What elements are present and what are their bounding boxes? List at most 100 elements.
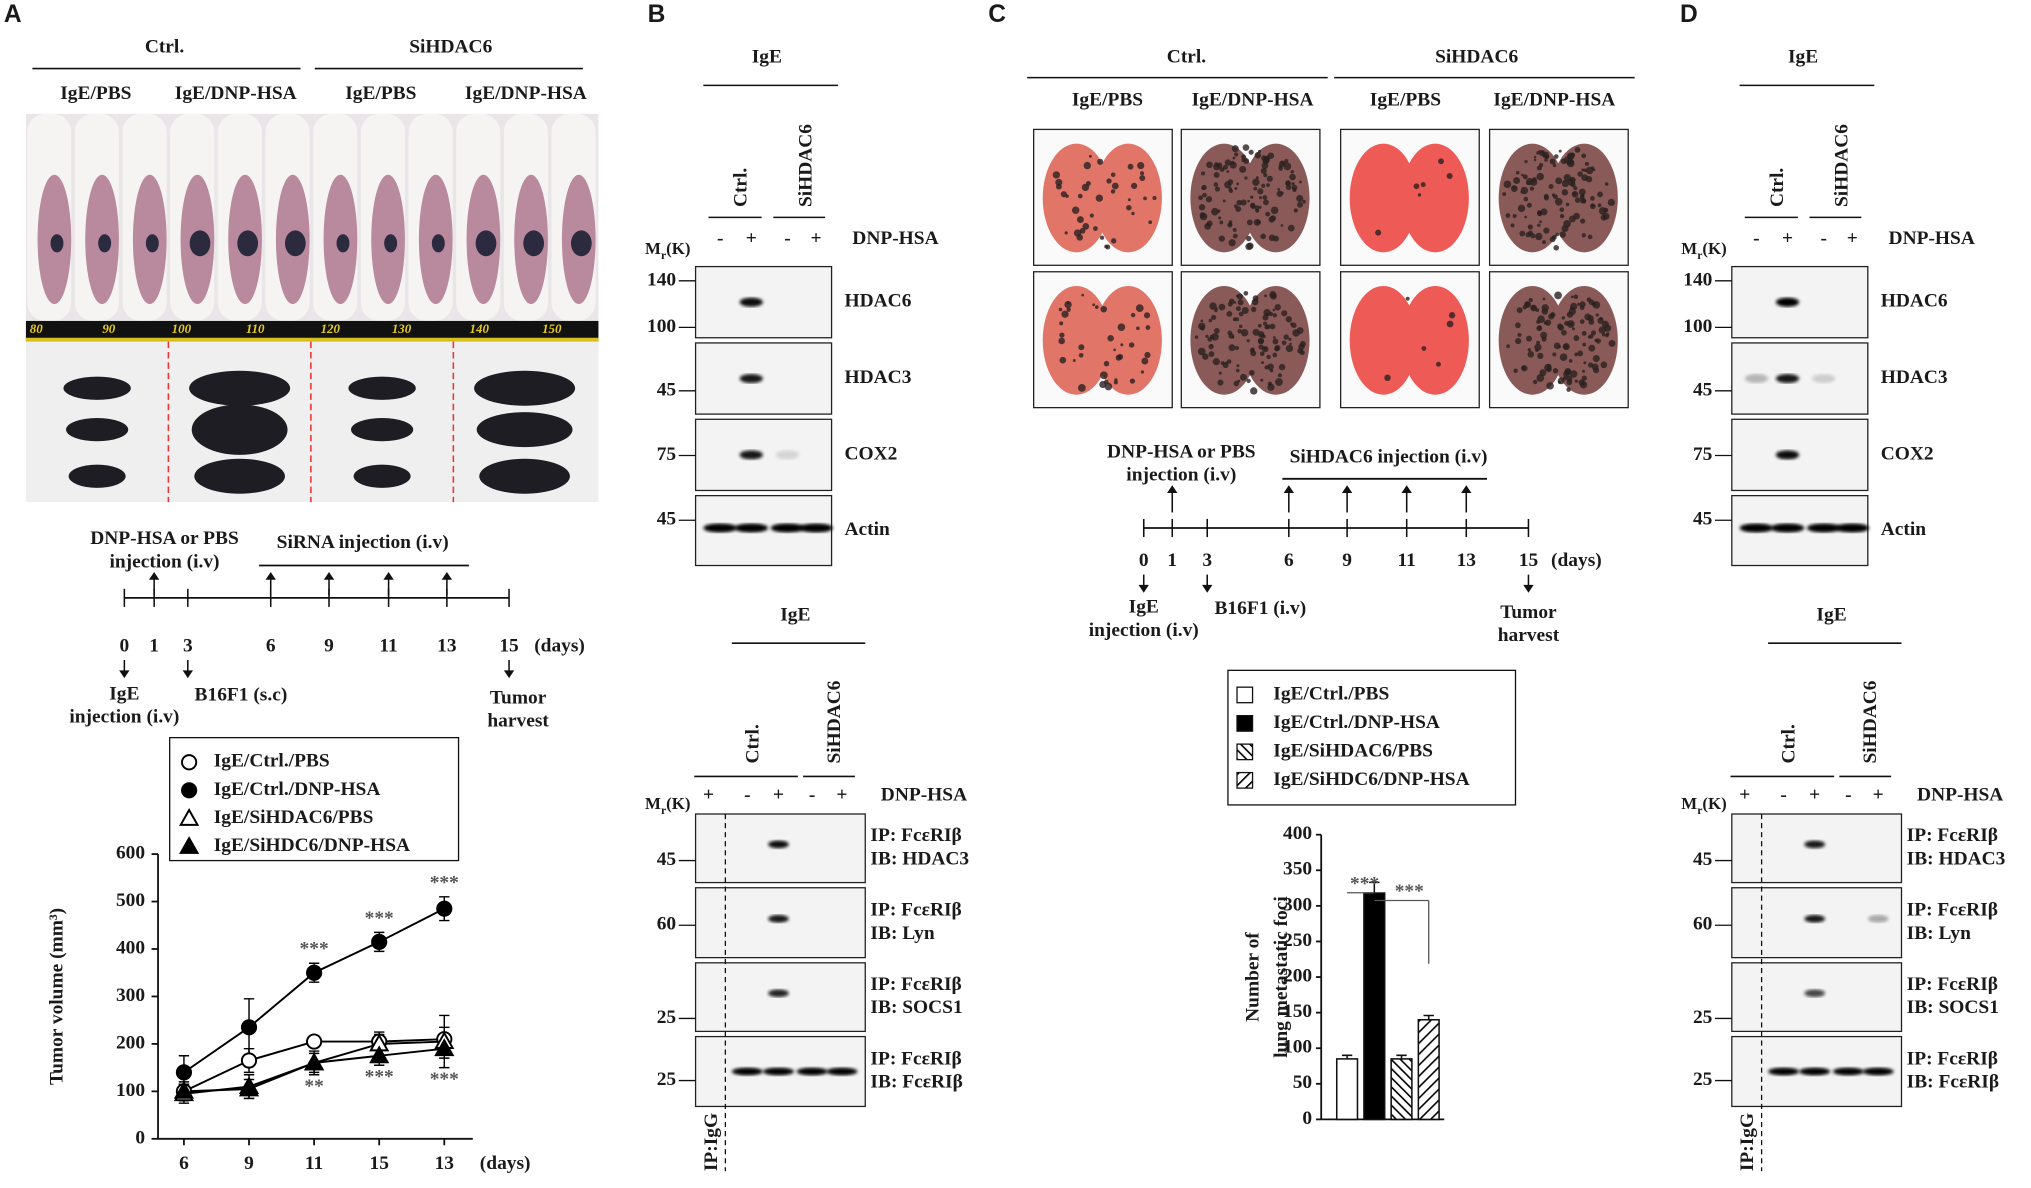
- metastasis: [1250, 195, 1254, 199]
- metastasis: [1502, 192, 1507, 196]
- band: [1775, 373, 1800, 384]
- band: [1832, 1067, 1864, 1076]
- metastasis: [1291, 322, 1297, 329]
- metastasis: [1289, 342, 1292, 346]
- label: IgE/PBS: [1370, 89, 1441, 110]
- metastasis: [1197, 347, 1206, 356]
- label: 13: [435, 1153, 455, 1174]
- metastasis: [1285, 316, 1292, 323]
- metastasis: [1214, 308, 1218, 313]
- metastasis: [1541, 240, 1547, 245]
- legend-swatch: [1236, 771, 1254, 789]
- metastasis: [1236, 182, 1240, 186]
- lung-lobe: [1042, 285, 1111, 395]
- metastasis: [1287, 224, 1295, 232]
- metastasis: [1580, 218, 1586, 224]
- lung-lobe: [1401, 143, 1469, 253]
- panel-letter: D: [1680, 1, 1698, 28]
- tumor: [348, 376, 416, 400]
- metastasis: [1095, 194, 1104, 202]
- label: 150: [1283, 1001, 1312, 1022]
- blot-box: [694, 418, 833, 492]
- label: DNP-HSA: [881, 784, 967, 805]
- band: [770, 523, 805, 533]
- band: [799, 523, 833, 533]
- error-bar: [1369, 881, 1380, 894]
- metastasis: [1593, 367, 1600, 374]
- label: 100: [1283, 1037, 1312, 1058]
- metastasis: [1555, 232, 1560, 237]
- label: -: [809, 784, 815, 805]
- metastasis: [1232, 233, 1238, 239]
- metastasis: [1060, 191, 1067, 198]
- metastasis: [1231, 145, 1239, 153]
- label: 6: [266, 636, 276, 657]
- metastasis: [1228, 187, 1233, 191]
- metastasis: [1579, 305, 1585, 310]
- metastasis: [1515, 337, 1522, 345]
- metastasis: [1270, 215, 1277, 222]
- metastasis: [1236, 364, 1240, 368]
- band: [1867, 914, 1889, 923]
- metastasis: [1606, 332, 1610, 336]
- lung-lobe: [1401, 285, 1469, 395]
- label: SiHDAC6: [1435, 47, 1518, 68]
- tumor: [68, 464, 126, 488]
- metastasis: [1211, 207, 1219, 216]
- metastasis: [1238, 311, 1244, 317]
- metastasis: [1061, 310, 1069, 318]
- tumor-spot: [431, 234, 445, 253]
- metastasis: [1235, 206, 1242, 212]
- metastasis: [1104, 382, 1113, 391]
- metastasis: [1266, 175, 1273, 182]
- label: IP: FcεRIβ: [1907, 900, 1998, 921]
- metastasis: [1275, 378, 1283, 386]
- metastasis: [1230, 160, 1235, 165]
- label: -: [744, 784, 750, 805]
- metastasis: [1269, 368, 1274, 373]
- metastasis: [1213, 171, 1220, 178]
- metastasis: [1527, 351, 1535, 358]
- label: Actin: [845, 519, 891, 540]
- arrow-head: [1401, 485, 1412, 494]
- metastasis: [1405, 296, 1410, 301]
- label: 300: [1283, 894, 1312, 915]
- metastasis: [1579, 319, 1585, 325]
- label: Ctrl.: [742, 724, 763, 763]
- tumor-spot: [237, 230, 259, 257]
- label: IB: SOCS1: [1907, 997, 1999, 1018]
- metastasis: [1131, 211, 1135, 216]
- metastasis: [1263, 347, 1267, 350]
- metastasis: [1272, 235, 1279, 242]
- metastasis: [1202, 353, 1209, 360]
- label: 60: [657, 914, 676, 935]
- metastasis: [1552, 352, 1557, 357]
- metastasis: [1598, 326, 1606, 334]
- label: 150: [542, 321, 562, 336]
- metastasis: [1384, 374, 1391, 382]
- metastasis: [1267, 363, 1274, 371]
- metastasis: [1208, 343, 1214, 350]
- metastasis: [1055, 178, 1063, 186]
- label: injection (i.v): [69, 707, 179, 728]
- metastasis: [1260, 378, 1264, 382]
- metastasis: [1562, 343, 1570, 351]
- metastasis: [1263, 199, 1269, 206]
- metastasis: [1236, 293, 1244, 300]
- metastasis: [1266, 354, 1271, 360]
- metastasis: [1570, 302, 1578, 310]
- metastasis: [1515, 322, 1521, 329]
- legend-swatch: [1236, 686, 1254, 704]
- legend-marker: [181, 754, 198, 771]
- metastasis: [1573, 335, 1580, 341]
- metastasis: [1246, 378, 1251, 384]
- metastasis: [1246, 235, 1252, 242]
- metastasis: [1526, 335, 1533, 342]
- metastasis: [1081, 183, 1090, 192]
- metastasis: [1592, 354, 1600, 363]
- metastasis: [1521, 365, 1528, 372]
- label: IP: FcεRIβ: [1907, 825, 1998, 846]
- label: +: [746, 228, 757, 249]
- metastasis: [1503, 180, 1512, 189]
- metastasis: [1541, 304, 1549, 312]
